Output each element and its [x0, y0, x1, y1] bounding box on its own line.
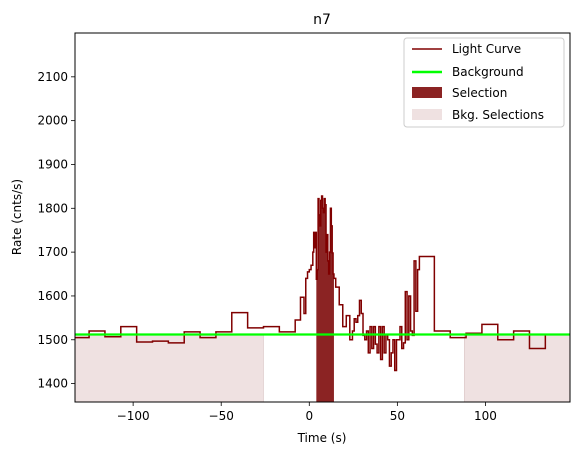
x-tick-label: 100 [474, 409, 497, 423]
y-tick-label: 2100 [37, 70, 68, 84]
x-tick-label: 50 [390, 409, 405, 423]
bkg-selection-regions [74, 334, 571, 403]
y-axis-label: Rate (cnts/s) [10, 179, 24, 255]
light-curve-line [75, 195, 570, 372]
x-tick-label: 0 [305, 409, 313, 423]
light-curve-series [75, 195, 570, 372]
x-tick-label: −50 [209, 409, 234, 423]
y-tick-label: 1700 [37, 245, 68, 259]
legend: Light Curve Background Selection Bkg. Se… [403, 37, 565, 128]
legend-bkg-selections-swatch [412, 109, 442, 120]
bkg-selection-region-1 [74, 334, 264, 403]
legend-bkg-selections-label: Bkg. Selections [452, 108, 544, 122]
y-tick-label: 1800 [37, 201, 68, 215]
y-tick-label: 2000 [37, 114, 68, 128]
legend-light-curve-label: Light Curve [452, 42, 521, 56]
legend-selection-label: Selection [452, 86, 507, 100]
plot-frame [74, 32, 571, 403]
y-axis: 1400 1500 1600 1700 1800 1900 2000 2100 [37, 70, 75, 391]
y-tick-label: 1600 [37, 289, 68, 303]
legend-box [403, 37, 565, 128]
legend-background-label: Background [452, 65, 524, 79]
y-tick-label: 1500 [37, 333, 68, 347]
x-axis-label: Time (s) [297, 431, 347, 445]
x-tick-label: −100 [117, 409, 150, 423]
selection-region [316, 196, 334, 402]
chart-title: n7 [313, 12, 331, 28]
y-tick-label: 1400 [37, 377, 68, 391]
bkg-selection-region-2 [464, 334, 571, 403]
y-tick-label: 1900 [37, 157, 68, 171]
x-axis: −100 −50 0 50 100 [117, 402, 497, 423]
legend-selection-swatch [412, 87, 442, 98]
selection-fill [316, 196, 334, 402]
